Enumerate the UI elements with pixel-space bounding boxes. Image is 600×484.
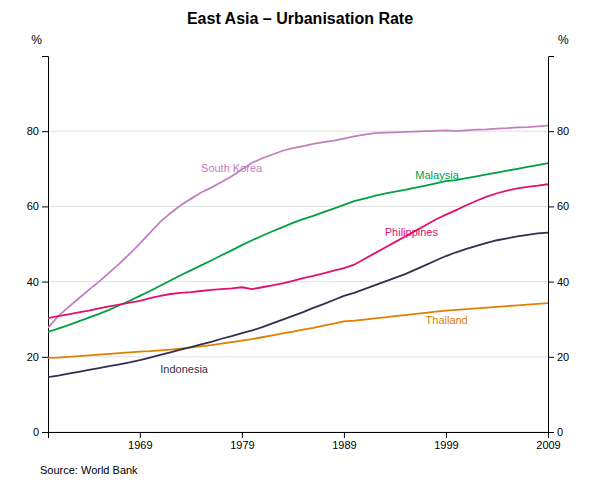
y2-tick-mark <box>548 357 554 358</box>
series-line <box>48 184 548 318</box>
y2-tick-label: 60 <box>557 200 569 212</box>
x-tick: 1979 <box>230 432 254 451</box>
x-tick-label: 1989 <box>332 439 356 451</box>
y-tick-mark <box>42 206 48 207</box>
x-tick-mark <box>242 432 243 438</box>
x-tick-label: 1999 <box>434 439 458 451</box>
grid-line <box>48 356 548 357</box>
y-tick-label: 80 <box>27 125 39 137</box>
y-tick: 60 <box>27 200 48 212</box>
x-tick: 1999 <box>434 432 458 451</box>
x-axis-line <box>49 433 549 439</box>
series-line <box>48 233 548 377</box>
y-axis-title: % <box>31 33 42 47</box>
x-tick: 1969 <box>128 432 152 451</box>
y2-tick-mark <box>548 206 554 207</box>
annotations: South Korea Malaysia Philippines Thailand In… <box>160 162 468 375</box>
annotation: South Korea <box>201 162 263 174</box>
y2-tick-label: 0 <box>557 426 563 438</box>
source: Source: World Bank <box>40 464 138 476</box>
y2-axis-line <box>549 57 555 433</box>
y-tick: 80 <box>27 125 48 137</box>
grid-line <box>48 281 548 282</box>
y2-tick-mark <box>548 131 554 132</box>
y2-tick-mark <box>548 282 554 283</box>
x-axis: 1969 1979 1989 1999 2009 <box>49 432 561 451</box>
chart: 19691979198919992009020406080020406080So… <box>0 0 600 484</box>
y-tick: 40 <box>27 276 48 288</box>
x-tick-label: 2009 <box>536 439 560 451</box>
y-tick-label: 40 <box>27 276 39 288</box>
x-tick-mark <box>140 432 141 438</box>
y-tick-mark <box>42 282 48 283</box>
y-tick-mark <box>42 432 48 433</box>
annotation: Malaysia <box>415 169 459 181</box>
x-tick-mark <box>446 432 447 438</box>
y2-tick-label: 80 <box>557 125 569 137</box>
y-tick: 0 <box>33 426 48 438</box>
y2-tick-mark <box>548 432 554 433</box>
y-tick-label: 20 <box>27 351 39 363</box>
y2-tick-label: 40 <box>557 276 569 288</box>
lines <box>48 126 548 378</box>
series-line <box>48 126 548 328</box>
plot: 19691979198919992009020406080020406080So… <box>27 33 570 451</box>
y2-tick: 40 <box>548 276 569 288</box>
y-tick-mark <box>42 131 48 132</box>
y-axis-line <box>42 57 49 433</box>
y2-tick-label: 20 <box>557 351 569 363</box>
title: East Asia – Urbanisation Rate <box>187 10 413 27</box>
annotation: Thailand <box>426 314 468 326</box>
grid <box>48 131 548 432</box>
y2-tick: 60 <box>548 200 569 212</box>
y-tick-label: 60 <box>27 200 39 212</box>
y2-axis-title: % <box>558 33 569 47</box>
annotation: Indonesia <box>160 363 209 375</box>
y-tick-label: 0 <box>33 426 39 438</box>
grid-line <box>48 206 548 207</box>
y-tick: 20 <box>27 351 48 363</box>
y2-tick: 80 <box>548 125 569 137</box>
y2-tick: 0 <box>548 426 563 438</box>
series-line <box>48 303 548 358</box>
x-tick-label: 1979 <box>230 439 254 451</box>
y2-axis: 0 20 40 60 80 <box>548 57 569 439</box>
y2-tick: 20 <box>548 351 569 363</box>
x-tick: 1989 <box>332 432 356 451</box>
x-tick-label: 1969 <box>128 439 152 451</box>
x-tick-mark <box>344 432 345 438</box>
y-tick-mark <box>42 357 48 358</box>
annotation: Philippines <box>385 226 439 238</box>
y-axis: 0 20 40 60 80 <box>27 57 49 439</box>
